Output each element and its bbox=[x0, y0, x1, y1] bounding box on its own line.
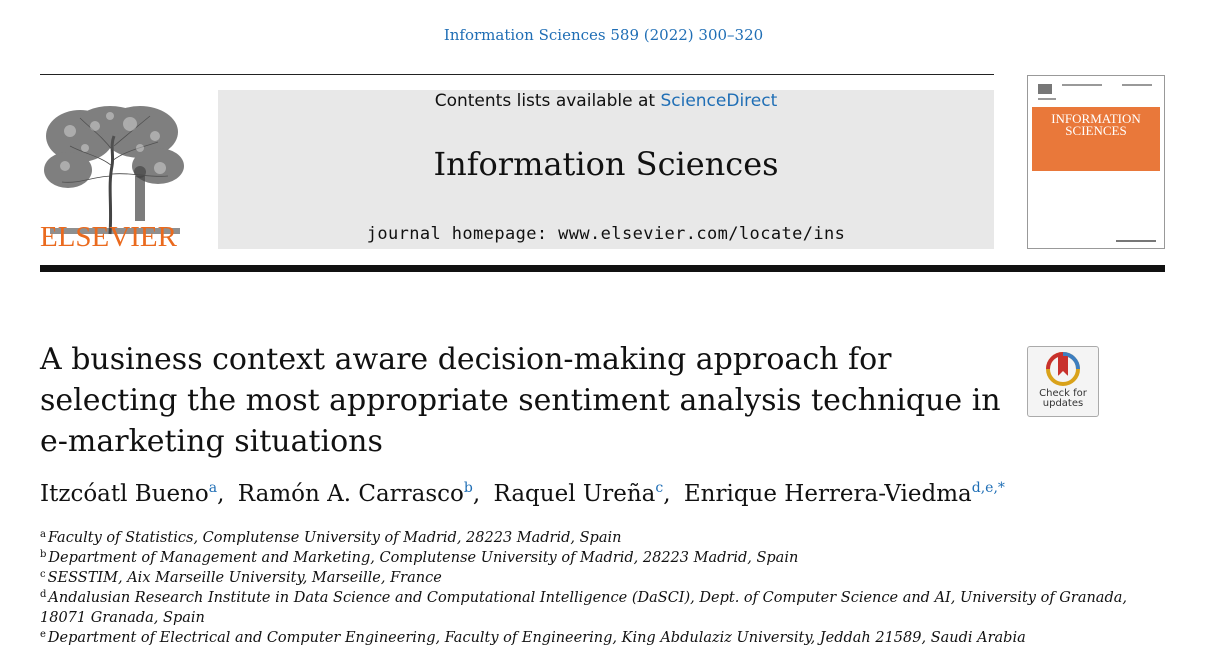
author-affil-sup[interactable]: b bbox=[463, 480, 473, 496]
author-affil-sup[interactable]: a bbox=[208, 480, 218, 496]
author-name[interactable]: Raquel Ureña bbox=[493, 481, 656, 507]
cover-header-lines bbox=[1038, 84, 1152, 100]
affiliation-text: Department of Electrical and Computer En… bbox=[47, 630, 1026, 646]
affiliation-item: b Department of Management and Marketing,… bbox=[40, 548, 1140, 568]
journal-citation[interactable]: Information Sciences 589 (2022) 300–320 bbox=[0, 26, 1207, 44]
affiliation-item: d Andalusian Research Institute in Data S… bbox=[40, 588, 1140, 628]
affiliation-text: SESSTIM, Aix Marseille University, Marse… bbox=[47, 570, 442, 586]
author-name[interactable]: Itzcóatl Bueno bbox=[40, 481, 209, 507]
affiliation-item: e Department of Electrical and Computer E… bbox=[40, 628, 1140, 648]
top-divider bbox=[40, 74, 994, 75]
affiliation-text: Andalusian Research Institute in Data Sc… bbox=[40, 590, 1127, 626]
elsevier-wordmark: ELSEVIER bbox=[40, 221, 177, 253]
author-name[interactable]: Enrique Herrera-Viedma bbox=[683, 481, 972, 507]
check-for-updates-label: Check for updates bbox=[1039, 388, 1087, 409]
author-affil-sup[interactable]: d,e,* bbox=[971, 480, 1005, 496]
check-for-updates-button[interactable]: Check for updates bbox=[1027, 346, 1099, 417]
elsevier-tree-logo bbox=[44, 106, 184, 235]
affiliation-key: a bbox=[40, 529, 46, 540]
author-affil-sup[interactable]: c bbox=[655, 480, 664, 496]
crossmark-icon bbox=[1046, 352, 1080, 386]
affiliation-text: Department of Management and Marketing, … bbox=[48, 550, 799, 566]
affiliation-item: c SESSTIM, Aix Marseille University, Mars… bbox=[40, 568, 1140, 588]
affiliation-key: c bbox=[40, 569, 46, 580]
journal-cover-thumbnail[interactable]: INFORMATION SCIENCES bbox=[1027, 75, 1165, 249]
journal-title: Information Sciences bbox=[433, 145, 779, 183]
affiliation-key: d bbox=[40, 589, 47, 600]
journal-homepage[interactable]: journal homepage: www.elsevier.com/locat… bbox=[366, 224, 846, 244]
cover-title-line2: SCIENCES bbox=[1065, 123, 1127, 138]
journal-banner bbox=[218, 90, 994, 249]
citation-link[interactable]: Information Sciences 589 (2022) 300–320 bbox=[443, 26, 764, 44]
affiliation-list: a Faculty of Statistics, Complutense Univ… bbox=[40, 528, 1140, 648]
affiliation-key: e bbox=[40, 629, 46, 640]
cover-footer-mark bbox=[1116, 240, 1156, 242]
affiliation-key: b bbox=[40, 549, 47, 560]
contents-prefix: Contents lists available at bbox=[434, 91, 661, 111]
header-thick-divider bbox=[40, 265, 1165, 272]
article-title: A business context aware decision-making… bbox=[40, 342, 1001, 459]
author-name[interactable]: Ramón A. Carrasco bbox=[237, 481, 464, 507]
affiliation-text: Faculty of Statistics, Complutense Unive… bbox=[47, 530, 622, 546]
contents-available-line: Contents lists available at ScienceDirec… bbox=[218, 90, 994, 111]
sciencedirect-link[interactable]: ScienceDirect bbox=[660, 91, 778, 111]
affiliation-item: a Faculty of Statistics, Complutense Univ… bbox=[40, 528, 1140, 548]
author-list: Itzcóatl Buenoa, Ramón A. Carrascob, Raq… bbox=[40, 480, 1005, 507]
cover-title-block: INFORMATION SCIENCES bbox=[1032, 107, 1160, 171]
cover-title-line1: INFORMATION bbox=[1051, 111, 1141, 126]
